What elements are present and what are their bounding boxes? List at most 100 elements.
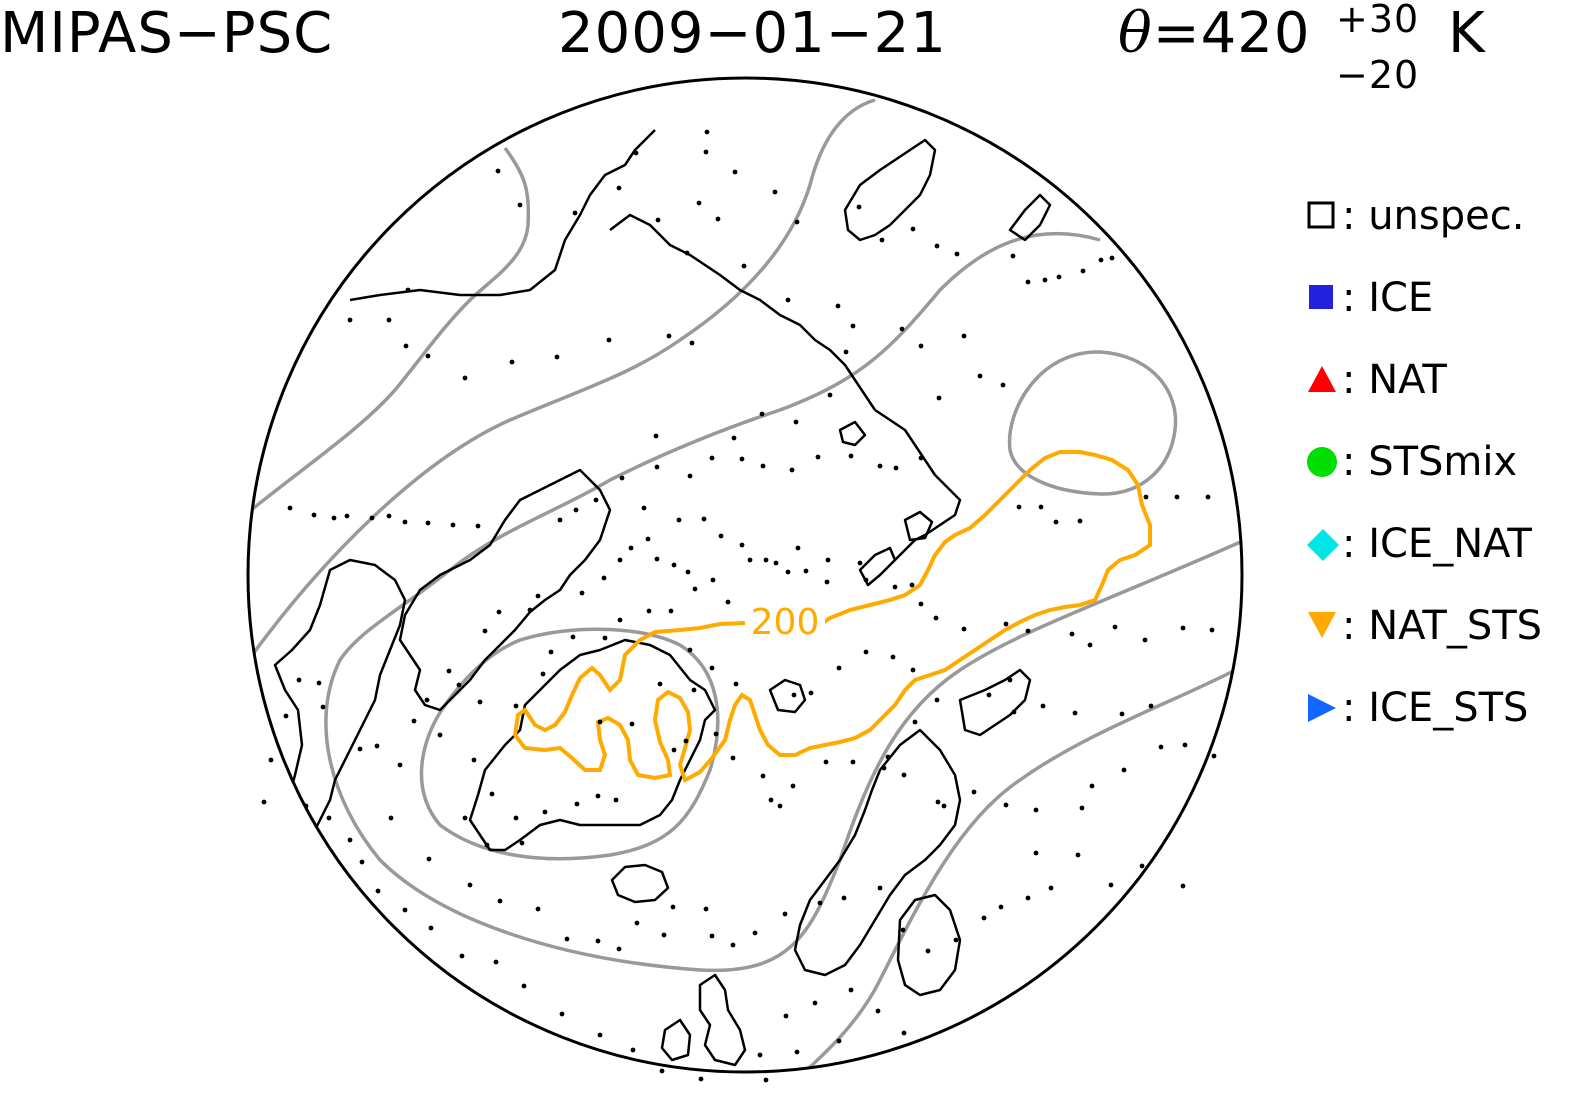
observation-point <box>450 522 456 528</box>
observation-point <box>633 150 639 156</box>
observation-point <box>760 463 766 469</box>
coastline-ireland <box>660 1018 692 1062</box>
observation-point <box>803 568 809 574</box>
observation-point <box>287 505 293 511</box>
observation-point <box>725 599 731 605</box>
observation-point <box>848 453 854 459</box>
observation-point <box>901 772 907 778</box>
observation-point <box>685 569 691 575</box>
observation-point <box>1003 802 1009 808</box>
observation-point <box>768 797 774 803</box>
observation-point <box>572 210 578 216</box>
observation-point <box>597 1032 603 1038</box>
observation-point <box>730 942 736 948</box>
observation-point <box>425 520 431 526</box>
observation-point <box>731 435 737 441</box>
observation-point <box>1121 767 1127 773</box>
observation-point <box>703 906 709 912</box>
observation-point <box>843 349 849 355</box>
observation-point <box>535 906 541 912</box>
legend-text: NAT <box>1368 357 1447 403</box>
triangle-up-icon <box>1308 366 1336 392</box>
observation-point <box>757 1052 763 1058</box>
observation-point <box>998 904 1004 910</box>
legend-label: : NAT_STS <box>1342 600 1542 652</box>
legend-text: ICE <box>1368 275 1434 321</box>
legend-text: ICE_STS <box>1368 685 1529 731</box>
observation-point <box>331 515 337 521</box>
observation-point <box>564 936 570 942</box>
observation-point <box>1108 882 1114 888</box>
observation-point <box>559 1011 565 1017</box>
observation-point <box>696 200 702 206</box>
observation-point <box>1040 703 1046 709</box>
observation-point <box>687 647 693 653</box>
observation-point <box>759 411 765 417</box>
observation-point <box>593 497 599 503</box>
observation-point <box>841 895 847 901</box>
legend-text: STSmix <box>1368 439 1518 485</box>
observation-point <box>496 609 502 615</box>
observation-point <box>918 343 924 349</box>
observation-point <box>912 719 918 725</box>
contour-label-200: 200 <box>751 602 820 643</box>
observation-point <box>1098 257 1104 263</box>
observation-point <box>1211 753 1217 759</box>
observation-point <box>704 129 710 135</box>
plot-title-instrument: MIPAS−PSC <box>0 1 334 66</box>
observation-point <box>850 759 856 765</box>
observation-point <box>733 681 739 687</box>
observation-point <box>1010 253 1016 259</box>
observation-point <box>619 475 625 481</box>
observation-point <box>320 704 326 710</box>
observation-point <box>261 799 267 805</box>
observation-point <box>653 433 659 439</box>
legend-label: : STSmix <box>1342 436 1517 488</box>
legend-colon: : <box>1342 603 1369 649</box>
observation-point <box>892 584 898 590</box>
observation-point <box>1025 279 1031 285</box>
observation-point <box>671 747 677 753</box>
observation-point <box>1075 852 1081 858</box>
observation-point <box>1112 624 1118 630</box>
observation-point <box>701 516 707 522</box>
open-square-icon <box>1307 201 1335 229</box>
observation-point <box>513 815 519 821</box>
observation-point <box>386 513 392 519</box>
observation-point <box>812 1000 818 1006</box>
observation-point <box>941 803 947 809</box>
observation-point <box>885 754 891 760</box>
legend-text: unspec. <box>1368 193 1525 239</box>
observation-point <box>521 983 527 989</box>
coastline-kola <box>958 668 1032 737</box>
observation-point <box>1048 885 1054 891</box>
coastline-uk <box>698 973 747 1067</box>
observation-point <box>542 809 548 815</box>
observation-point <box>462 375 468 381</box>
observation-point <box>709 933 715 939</box>
observation-point <box>425 353 431 359</box>
circle-icon <box>1307 447 1337 477</box>
observation-point <box>554 354 560 360</box>
observation-point <box>628 545 634 551</box>
observation-point <box>459 953 465 959</box>
observation-point <box>877 885 883 891</box>
observation-point <box>730 755 736 761</box>
geopotential-contours <box>248 98 1242 1072</box>
observation-point <box>703 149 709 155</box>
observation-point <box>863 649 869 655</box>
observation-point <box>595 938 601 944</box>
observation-point <box>1072 710 1078 716</box>
observation-point <box>918 455 924 461</box>
observation-point <box>1053 519 1059 525</box>
theta-symbol: θ <box>1118 1 1153 66</box>
observation-point <box>935 799 941 805</box>
observation-point <box>875 1008 881 1014</box>
observation-point <box>732 169 738 175</box>
observation-point <box>471 757 477 763</box>
observation-point <box>823 759 829 765</box>
filled-square-icon <box>1309 285 1333 309</box>
observation-point <box>1209 627 1215 633</box>
observation-point <box>747 557 753 563</box>
observation-point <box>713 731 719 737</box>
